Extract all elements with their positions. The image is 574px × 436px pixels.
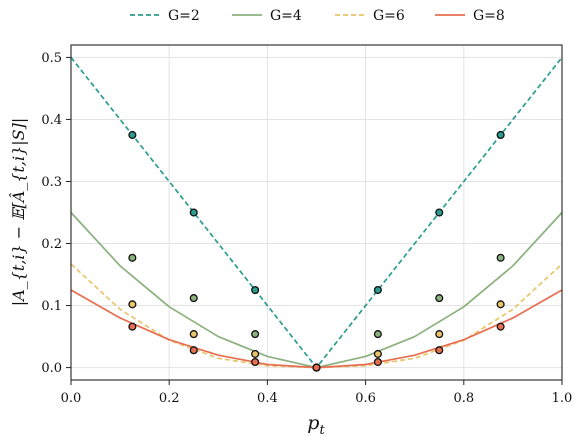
x-axis-label-sub: t xyxy=(319,423,325,436)
legend-label-G-6: G=6 xyxy=(373,8,405,24)
data-point-G-8 xyxy=(251,357,260,367)
x-tick-label: 1.0 xyxy=(552,391,573,406)
data-point-G-4 xyxy=(189,294,198,303)
legend: G=2 G=4 G=6 G=8 xyxy=(130,8,505,24)
y-tick-label: 0.4 xyxy=(41,113,62,128)
y-tick-label: 0.1 xyxy=(41,299,62,314)
axis-labels: pt |A_{t,i} − 𝔼[Â_{t,i}|S]| xyxy=(8,118,325,436)
data-point-G-6 xyxy=(251,349,260,358)
ticks: 0.0 0.2 0.4 0.6 0.8 1.0 0.0 0.1 0.2 0.3 0.4 0.5 xyxy=(41,51,572,406)
x-axis-label: pt xyxy=(307,412,325,436)
y-tick-label: 0.0 xyxy=(41,361,62,376)
data-point-G-4 xyxy=(373,330,382,339)
x-axis-label-main: p xyxy=(307,412,319,434)
data-point-G-8 xyxy=(189,346,198,355)
series-line-G-2 xyxy=(70,56,563,369)
data-point-G-8 xyxy=(435,346,444,355)
data-point-G-4 xyxy=(435,294,444,303)
x-tick-label: 0.8 xyxy=(453,391,474,406)
y-axis-label: |A_{t,i} − 𝔼[Â_{t,i}|S]| xyxy=(8,118,28,306)
data-point-G-2 xyxy=(373,285,382,295)
series-line-G-6 xyxy=(70,263,563,369)
legend-label-G-2: G=2 xyxy=(168,8,200,24)
data-point-G-2 xyxy=(128,130,137,140)
grid xyxy=(70,45,563,380)
data-point-G-8 xyxy=(312,363,321,372)
series-line-G-4 xyxy=(70,211,563,369)
points-layer xyxy=(128,130,505,372)
data-point-G-8 xyxy=(128,322,137,331)
x-tick-label: 0.0 xyxy=(61,391,82,406)
data-point-G-4 xyxy=(496,253,505,262)
legend-label-G-8: G=8 xyxy=(473,8,505,24)
series-line-G-8 xyxy=(70,289,563,369)
x-tick-label: 0.4 xyxy=(257,391,278,406)
series-layer xyxy=(70,56,563,369)
data-point-G-4 xyxy=(251,330,260,339)
axes xyxy=(70,44,563,381)
data-point-G-6 xyxy=(496,300,505,309)
data-point-G-6 xyxy=(189,330,198,339)
data-point-G-6 xyxy=(373,349,382,358)
data-point-G-6 xyxy=(435,330,444,339)
data-point-G-4 xyxy=(128,253,137,262)
data-point-G-8 xyxy=(373,357,382,367)
legend-label-G-4: G=4 xyxy=(270,8,302,24)
x-tick-label: 0.6 xyxy=(355,391,376,406)
y-tick-label: 0.3 xyxy=(41,175,62,190)
data-point-G-2 xyxy=(251,285,260,295)
x-tick-label: 0.2 xyxy=(159,391,180,406)
y-tick-label: 0.2 xyxy=(41,237,62,252)
data-point-G-2 xyxy=(435,208,444,217)
data-point-G-2 xyxy=(496,130,505,140)
data-point-G-6 xyxy=(128,300,137,309)
y-tick-label: 0.5 xyxy=(41,51,62,66)
data-point-G-2 xyxy=(189,208,198,217)
data-point-G-8 xyxy=(496,322,505,331)
plot-frame xyxy=(70,44,563,381)
